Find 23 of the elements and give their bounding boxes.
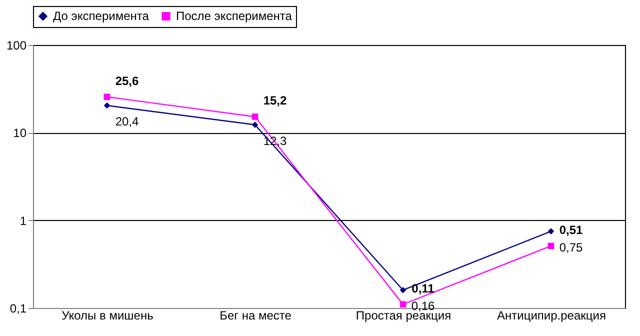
data-label: 25,6 — [115, 74, 139, 88]
data-label: 0,11 — [412, 281, 435, 296]
point — [104, 102, 110, 109]
legend-label: До эксперимента — [53, 9, 150, 24]
data-label: 0,51 — [559, 222, 583, 237]
point — [400, 286, 406, 294]
legend-label: После эксперимента — [176, 9, 292, 24]
data-label: 20,4 — [115, 114, 139, 129]
x-tick-label: Антиципир.реакция — [497, 308, 606, 322]
data-label: 0,75 — [559, 240, 583, 254]
point — [252, 114, 258, 120]
x-tick-label: Уколы в мишень — [62, 308, 154, 322]
point — [548, 242, 554, 250]
point — [548, 228, 554, 234]
y-tick-label: 100 — [6, 38, 27, 52]
y-tick-label: 1 — [20, 214, 27, 228]
y-tick-label: 0,1 — [10, 302, 27, 316]
y-tick-label: 10 — [13, 126, 27, 140]
point — [104, 94, 110, 100]
point — [252, 122, 258, 128]
x-tick-label: Бег на месте — [220, 308, 292, 322]
data-label: 15,2 — [263, 94, 287, 108]
point — [400, 301, 406, 308]
